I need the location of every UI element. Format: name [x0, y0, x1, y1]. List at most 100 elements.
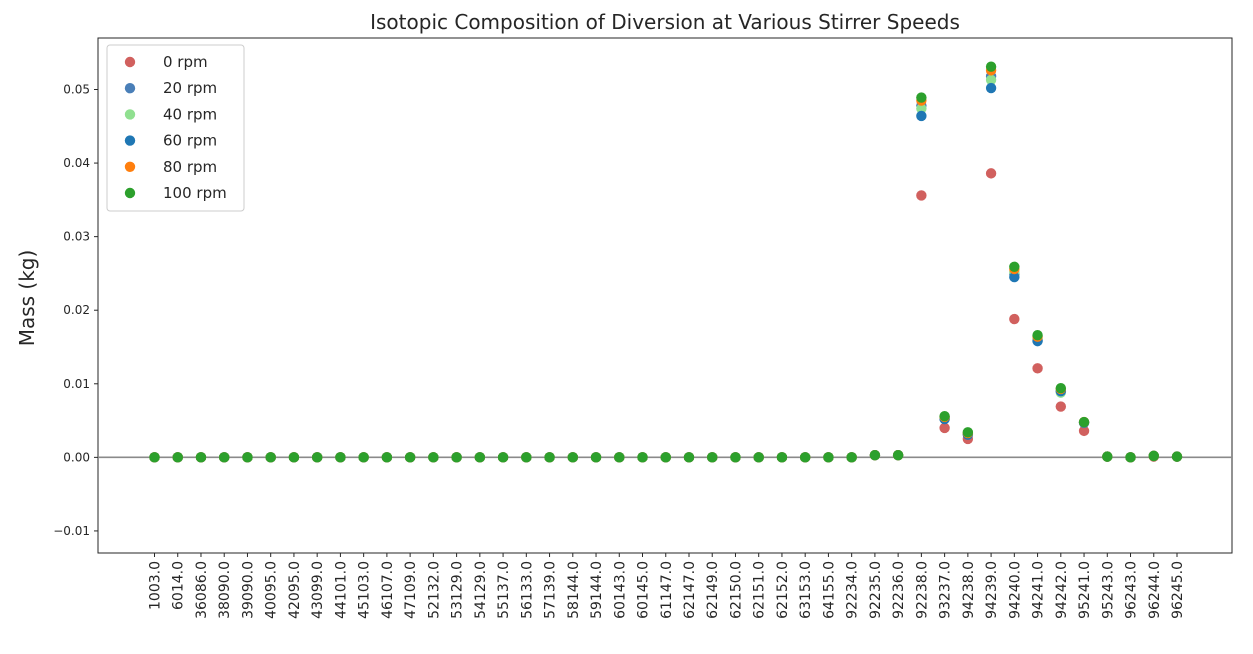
- x-tick-label: 62150.0: [728, 561, 744, 619]
- data-point: [149, 452, 160, 463]
- data-point: [1171, 451, 1183, 462]
- x-tick-label: 94239.0: [984, 561, 1000, 619]
- legend-marker: [124, 109, 136, 120]
- x-tick-label: 96243.0: [1124, 561, 1140, 619]
- x-tick-label: 6014.0: [171, 561, 187, 610]
- x-tick-label: 92236.0: [891, 561, 907, 619]
- data-point: [985, 74, 997, 86]
- x-tick-label: 57139.0: [543, 561, 559, 619]
- data-point: [1078, 416, 1090, 428]
- x-tick-label: 1003.0: [148, 561, 164, 610]
- data-point: [497, 452, 509, 463]
- data-point: [637, 452, 648, 463]
- data-point: [1125, 452, 1136, 463]
- data-point: [660, 452, 671, 463]
- x-tick-label: 62151.0: [752, 561, 768, 619]
- legend-marker: [124, 56, 136, 68]
- x-tick-label: 64155.0: [821, 561, 837, 619]
- x-tick-label: 43099.0: [310, 561, 326, 619]
- data-point: [916, 190, 927, 201]
- x-tick-label: 59144.0: [589, 561, 605, 619]
- y-tick-label: 0.05: [63, 83, 90, 97]
- data-point: [428, 452, 439, 463]
- x-tick-label: 45103.0: [357, 561, 373, 619]
- x-tick-label: 92234.0: [845, 561, 861, 619]
- x-tick-label: 40095.0: [264, 561, 280, 619]
- x-tick-label: 92238.0: [914, 561, 930, 619]
- x-tick-label: 39090.0: [240, 561, 256, 619]
- x-tick-label: 38090.0: [217, 561, 233, 619]
- x-tick-label: 60145.0: [636, 561, 652, 619]
- x-tick-label: 42095.0: [287, 561, 303, 619]
- data-point: [939, 410, 950, 422]
- legend-label: 40 rpm: [163, 105, 217, 123]
- x-tick-label: 44101.0: [333, 561, 349, 619]
- data-point: [1009, 271, 1020, 283]
- x-tick-label: 61147.0: [659, 561, 675, 619]
- data-point: [846, 452, 857, 463]
- x-tick-label: 93237.0: [938, 561, 954, 619]
- data-point: [544, 452, 555, 463]
- legend: 0 rpm 20 rpm 40 rpm 60 rpm 80 rpm 100 rpm: [106, 44, 245, 212]
- data-point: [707, 452, 718, 463]
- x-tick-label: 63153.0: [798, 561, 814, 619]
- data-point: [358, 452, 369, 463]
- legend-label: 60 rpm: [163, 132, 217, 150]
- x-tick-label: 92235.0: [868, 561, 884, 619]
- y-tick-label: −0.01: [53, 524, 90, 538]
- data-point: [892, 449, 904, 461]
- y-tick-label: 0.04: [63, 156, 90, 170]
- data-point: [1009, 261, 1020, 273]
- legend-label: 100 rpm: [163, 184, 227, 202]
- data-point: [265, 452, 276, 463]
- x-tick-label: 54129.0: [473, 561, 489, 619]
- x-tick-label: 55137.0: [496, 561, 512, 619]
- data-point: [776, 452, 788, 463]
- plot-frame: [97, 37, 1233, 554]
- data-point: [799, 452, 811, 463]
- x-tick-label: 94240.0: [1007, 561, 1023, 619]
- legend-label: 0 rpm: [163, 53, 208, 71]
- data-point: [985, 168, 997, 179]
- data-point: [335, 452, 346, 463]
- x-tick-label: 62149.0: [705, 561, 721, 619]
- y-tick-label: 0.03: [63, 230, 90, 244]
- x-tick-label: 94238.0: [961, 561, 977, 619]
- data-point: [242, 452, 253, 463]
- data-point: [1148, 450, 1159, 462]
- chart-title: Isotopic Composition of Diversion at Var…: [370, 10, 960, 34]
- data-point: [521, 452, 532, 463]
- x-tick-label: 62147.0: [682, 561, 698, 619]
- legend-label: 80 rpm: [163, 158, 217, 176]
- data-point: [1032, 330, 1043, 341]
- x-tick-label: 46107.0: [380, 561, 396, 619]
- x-tick-label: 95243.0: [1100, 561, 1116, 619]
- data-point: [219, 452, 230, 463]
- data-point: [916, 110, 927, 122]
- data-point: [939, 422, 950, 434]
- data-point: [567, 452, 578, 463]
- x-tick-label: 56133.0: [519, 561, 535, 619]
- plot-area: −0.01 0.00 0.01 0.02 0.03 0.04 0.05 1003.0 6014.…: [53, 37, 1233, 619]
- x-tick-label: 47109.0: [403, 561, 419, 619]
- data-point: [404, 452, 416, 463]
- data-point: [683, 452, 695, 463]
- data-point: [474, 452, 486, 463]
- data-point: [1032, 363, 1043, 374]
- x-tick-label: 96245.0: [1170, 561, 1186, 619]
- data-point: [985, 82, 997, 94]
- x-tick-label: 62152.0: [775, 561, 791, 619]
- legend-label: 20 rpm: [163, 79, 217, 97]
- data-point: [985, 61, 997, 72]
- data-point: [823, 452, 834, 463]
- x-tick-label: 36086.0: [194, 561, 210, 619]
- data-point: [1009, 313, 1020, 325]
- data-point: [311, 452, 323, 463]
- data-point: [172, 452, 183, 463]
- x-tick-label: 95241.0: [1077, 561, 1093, 619]
- data-point: [753, 452, 764, 463]
- data-point: [614, 452, 625, 463]
- x-tick-label: 94242.0: [1054, 561, 1070, 619]
- data-point: [195, 452, 207, 463]
